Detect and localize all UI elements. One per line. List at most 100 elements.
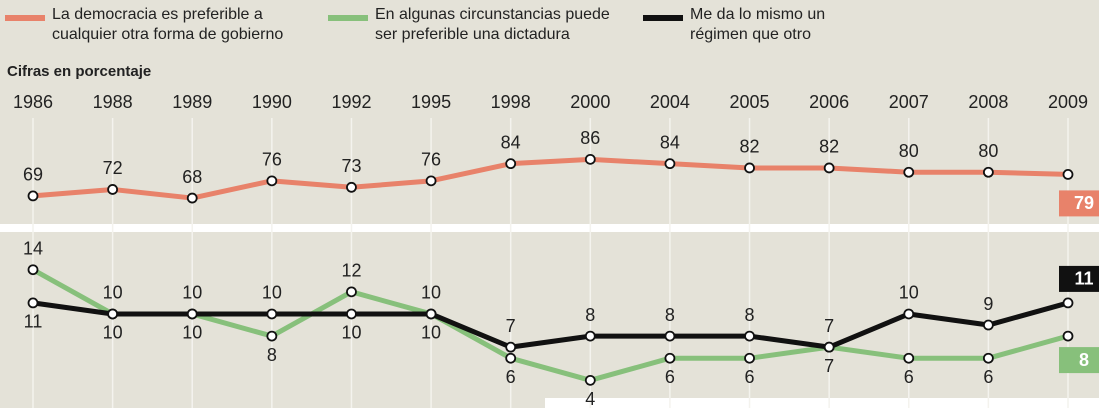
subtitle: Cifras en porcentaje [7,63,151,80]
data-point [27,190,39,202]
data-label: 10 [262,283,282,303]
data-point [27,297,39,309]
x-tick-label: 1988 [93,92,133,112]
data-point [1062,168,1074,180]
legend-label: Me da lo mismo un régimen que otro [690,6,826,43]
data-label: 10 [182,283,202,303]
data-point [107,308,119,320]
x-tick-label: 2008 [968,92,1008,112]
data-label: 4 [585,389,595,408]
data-point [346,286,357,298]
data-label: 8 [585,305,595,325]
data-label: 80 [978,141,998,161]
data-point [903,352,915,364]
data-label: 8 [745,305,755,325]
data-point [903,308,915,320]
x-tick-label: 2005 [730,92,770,112]
data-point [425,175,437,187]
end-label: 11 [1074,269,1093,289]
data-point [982,319,994,331]
data-point [505,341,517,353]
x-tick-label: 1995 [411,92,451,112]
data-point [1062,297,1074,309]
data-label: 6 [904,367,914,387]
data-point [584,374,596,386]
data-label: 6 [745,367,755,387]
data-point [505,158,517,170]
data-label: 69 [23,165,43,185]
data-point [505,352,517,364]
x-tick-label: 1986 [13,92,53,112]
end-label-box [1059,190,1099,217]
x-tick-label: 1998 [491,92,531,112]
series-line [32,300,1069,350]
data-point [584,330,596,342]
data-point [186,192,198,204]
end-label: 8 [1079,350,1089,370]
legend-swatch [5,15,45,21]
data-label: 8 [267,345,277,365]
data-point [823,341,835,353]
data-point [27,264,39,276]
data-label: 73 [341,156,361,176]
x-tick-label: 1992 [331,92,371,112]
data-point [664,330,676,342]
x-tick-label: 2000 [570,92,610,112]
data-label: 7 [506,316,516,336]
data-point [744,330,755,342]
data-point [186,308,198,320]
end-label: 79 [1074,193,1094,213]
data-point [346,308,357,320]
data-label: 6 [506,367,516,387]
data-label: 10 [103,283,123,303]
data-label: 68 [182,167,202,187]
data-label: 86 [580,128,600,148]
data-point [584,153,596,165]
x-tick-label: 1990 [252,92,292,112]
data-point [903,166,915,178]
data-point [107,184,119,195]
data-point [266,175,278,187]
data-point [346,181,357,193]
data-point [1062,330,1074,342]
data-label: 10 [899,283,919,303]
data-label: 84 [501,132,521,152]
data-label: 82 [819,137,839,157]
data-label: 14 [23,238,43,258]
x-tick-label: 2004 [650,92,690,112]
data-point [664,352,676,364]
data-label: 10 [421,283,441,303]
data-label: 9 [983,294,993,314]
series-line [31,267,1069,383]
data-label: 10 [182,323,202,343]
data-point [266,308,278,320]
data-point [744,352,755,364]
data-point [982,352,994,364]
data-label: 7 [824,356,834,376]
legend-swatch [328,15,368,21]
data-label: 84 [660,132,680,152]
x-tick-label: 2007 [889,92,929,112]
data-label: 7 [824,316,834,336]
data-point [982,166,994,178]
data-label: 80 [899,141,919,161]
data-label: 6 [983,367,993,387]
legend-swatch [643,15,683,21]
data-label: 11 [24,312,43,332]
data-label: 6 [665,367,675,387]
panel-separator [0,224,1099,232]
data-point [266,330,278,342]
legend-label: La democracia es preferible a cualquier … [52,6,284,43]
data-point [744,162,755,174]
data-point [664,158,676,170]
data-point [823,162,835,174]
data-label: 10 [103,323,123,343]
x-tick-label: 2009 [1048,92,1088,112]
data-label: 82 [740,137,760,157]
x-tick-label: 2006 [809,92,849,112]
data-label: 72 [103,158,123,178]
data-point [425,308,437,320]
data-label: 8 [665,305,675,325]
